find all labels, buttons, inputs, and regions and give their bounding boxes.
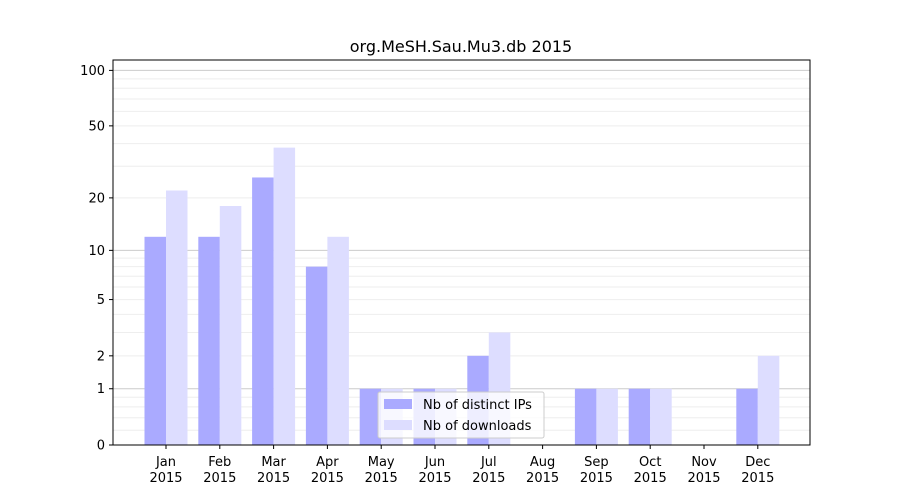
x-axis: Jan 2015 Feb 2015 Mar 2015 Apr 2015 May 2015 Jun 20… bbox=[149, 445, 774, 486]
legend: Nb of distinct IPs Nb of downloads bbox=[377, 391, 545, 439]
x-tick-label: Nov 2015 bbox=[687, 455, 720, 486]
x-tick-label: Aug 2015 bbox=[526, 455, 559, 486]
y-tick-label: 5 bbox=[97, 293, 105, 308]
y-tick-label: 0 bbox=[97, 439, 105, 454]
x-tick-label: Apr 2015 bbox=[311, 455, 344, 486]
bar-downloads bbox=[596, 388, 618, 445]
legend-label-ips: Nb of distinct IPs bbox=[423, 398, 532, 413]
x-tick-label: Mar 2015 bbox=[257, 455, 290, 486]
y-tick-label: 2 bbox=[97, 349, 105, 364]
x-tick-label: Jan 2015 bbox=[149, 455, 182, 486]
bar-downloads bbox=[219, 206, 242, 445]
bar-downloads bbox=[650, 388, 672, 445]
chart-title: org.MeSH.Sau.Mu3.db 2015 bbox=[350, 37, 572, 56]
x-tick-label: Jul 2015 bbox=[472, 455, 505, 486]
y-tick-label: 20 bbox=[88, 191, 105, 206]
legend-swatch-ips bbox=[384, 399, 412, 409]
bar-ips bbox=[574, 388, 597, 445]
y-tick-label: 10 bbox=[88, 244, 105, 259]
bar-downloads bbox=[327, 236, 349, 445]
y-tick-label: 100 bbox=[80, 64, 105, 79]
bar-ips bbox=[736, 388, 758, 445]
x-tick-label: Feb 2015 bbox=[203, 455, 236, 486]
y-tick-label: 50 bbox=[88, 119, 105, 134]
x-tick-label: May 2015 bbox=[365, 455, 398, 486]
x-tick-label: Dec 2015 bbox=[741, 455, 774, 486]
bar-ips bbox=[305, 266, 328, 445]
legend-swatch-downloads bbox=[384, 420, 412, 430]
x-tick-label: Jun 2015 bbox=[418, 455, 451, 486]
legend-label-downloads: Nb of downloads bbox=[423, 419, 532, 434]
plot-frame bbox=[112, 59, 811, 446]
bar-ips bbox=[198, 236, 220, 445]
x-tick-label: Oct 2015 bbox=[634, 455, 667, 486]
bar-ips bbox=[252, 177, 274, 445]
bar-downloads bbox=[273, 147, 296, 446]
y-axis: 0 1 2 5 10 20 50 100 bbox=[80, 64, 113, 454]
bar-ips bbox=[144, 236, 166, 445]
bar-ips bbox=[359, 388, 382, 445]
y-tick-label: 1 bbox=[97, 382, 105, 397]
x-tick-label: Sep 2015 bbox=[580, 455, 613, 486]
bar-ips bbox=[628, 388, 651, 445]
bar-downloads bbox=[166, 190, 188, 445]
bar-downloads bbox=[757, 355, 780, 445]
